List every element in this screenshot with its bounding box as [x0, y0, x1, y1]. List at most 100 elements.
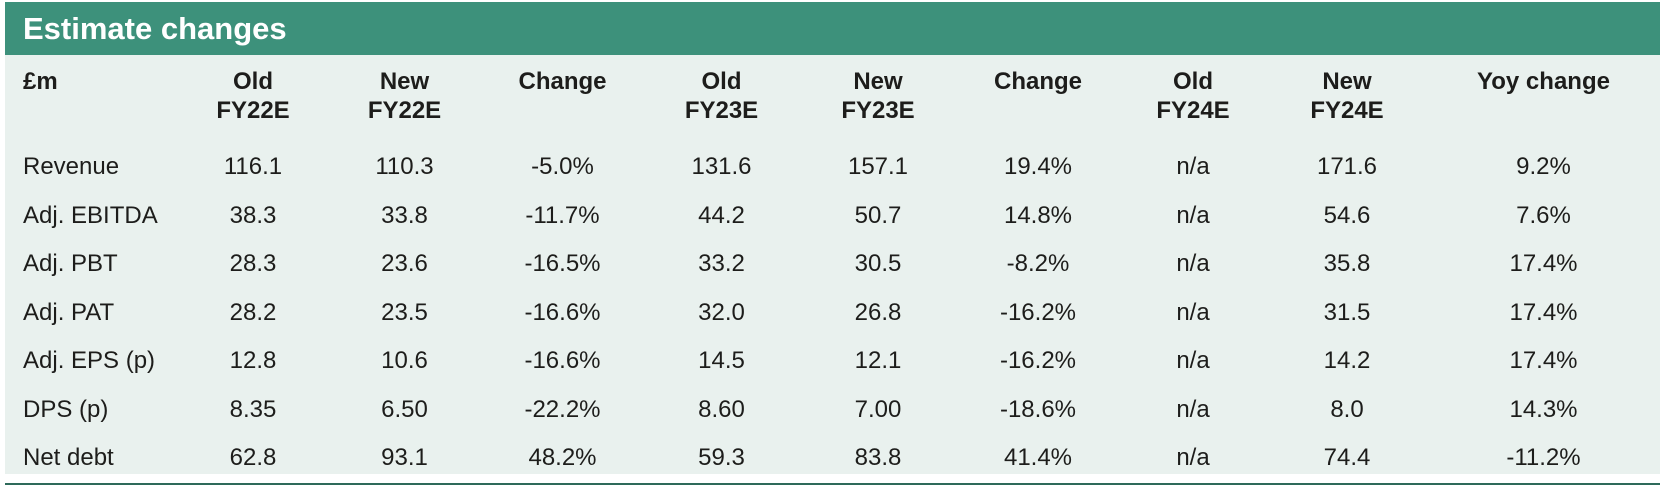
table-cell: 41.4%	[957, 434, 1119, 485]
table-row: DPS (p) 8.35 6.50 -22.2% 8.60 7.00 -18.6% n/a 8.…	[5, 386, 1660, 435]
table-cell: 17.4%	[1509, 347, 1578, 375]
row-label: Adj. PAT	[23, 298, 115, 326]
row-label: DPS (p)	[23, 395, 109, 423]
row-label: Adj. PBT	[23, 250, 118, 278]
table-cell: 17.4%	[1509, 298, 1578, 326]
column-header-line1: Change	[518, 68, 607, 95]
column-header-line1: Change	[993, 68, 1082, 95]
table-cell: 30.5	[854, 250, 902, 278]
table-cell: 23.5	[381, 298, 428, 326]
column-header: New FY23E	[799, 55, 957, 143]
table-cell: 83.8	[799, 434, 957, 485]
table-cell: 74.4	[1267, 434, 1427, 485]
table-cell: n/a	[1176, 395, 1210, 423]
table-cell: 110.3	[375, 153, 434, 181]
column-header: Yoy change	[1427, 55, 1660, 143]
table-row: Revenue 116.1 110.3 -5.0% 131.6 157.1 19.4% n/a…	[5, 143, 1660, 192]
table-cell: 12.8	[229, 347, 277, 375]
column-header-line1: New	[853, 68, 903, 95]
table-cell: 14.3%	[1509, 395, 1578, 423]
table-cell: 62.8	[178, 434, 328, 485]
table-cell: 12.1	[854, 347, 902, 375]
table-cell: n/a	[1176, 201, 1210, 229]
column-header: Old FY23E	[644, 55, 799, 143]
table-cell: 7.6%	[1516, 201, 1571, 229]
table-cell: 48.2%	[481, 434, 644, 485]
table-cell: 32.0	[698, 298, 745, 326]
table-cell: 26.8	[854, 298, 902, 326]
table-cell: n/a	[1176, 153, 1210, 181]
table-cell: 14.2	[1323, 347, 1371, 375]
table-cell: 54.6	[1323, 201, 1371, 229]
table-cell: -16.6%	[524, 298, 601, 326]
table-row: Adj. EPS (p) 12.8 10.6 -16.6% 14.5 12.1 -16.2%…	[5, 337, 1660, 386]
table-cell: -16.2%	[999, 347, 1077, 375]
table-row: Net debt 62.8 93.1 48.2% 59.3 83.8 41.4% n/a 74.…	[5, 434, 1660, 485]
column-header: Old FY24E	[1119, 55, 1267, 143]
table-cell: 44.2	[698, 201, 745, 229]
table-cell: -11.2%	[1427, 434, 1660, 485]
table-cell: -16.5%	[524, 250, 601, 278]
table-cell: 6.50	[381, 395, 428, 423]
table-cell: 10.6	[381, 347, 428, 375]
table-cell: n/a	[1119, 434, 1267, 485]
row-label: Revenue	[23, 153, 120, 181]
column-header: £m	[5, 55, 178, 143]
estimate-changes-table: £m Old FY22E New FY22E Change Old FY23E New FY23E…	[5, 55, 1660, 485]
table-cell: -16.6%	[524, 347, 601, 375]
table-cell: 33.8	[381, 201, 428, 229]
column-header-line1: Yoy change	[1477, 68, 1610, 95]
table-cell: n/a	[1176, 347, 1210, 375]
row-label: Adj. EBITDA	[23, 201, 158, 229]
table-cell: 59.3	[644, 434, 799, 485]
column-header-line2: FY24E	[1310, 97, 1384, 124]
table-cell: 14.5	[698, 347, 745, 375]
header-row: £m Old FY22E New FY22E Change Old FY23E New FY23E…	[5, 55, 1660, 143]
column-header-line1: Old	[233, 68, 273, 95]
column-header-line2: FY22E	[216, 97, 290, 124]
table-cell: -22.2%	[524, 395, 601, 423]
table-cell: n/a	[1176, 250, 1210, 278]
table-cell: 93.1	[328, 434, 481, 485]
table-cell: 171.6	[1316, 153, 1378, 181]
column-header-line1: New	[1322, 68, 1372, 95]
row-label: Adj. EPS (p)	[23, 347, 156, 375]
table-cell: 8.0	[1330, 395, 1364, 423]
column-header: Old FY22E	[178, 55, 328, 143]
table-cell: 9.2%	[1516, 153, 1571, 181]
column-header-line1: Old	[701, 68, 742, 95]
column-header: New FY22E	[328, 55, 481, 143]
table-cell: -8.2%	[1006, 250, 1070, 278]
table-cell: 116.1	[223, 153, 283, 181]
table-body: Revenue 116.1 110.3 -5.0% 131.6 157.1 19.4% n/a…	[5, 143, 1660, 485]
table-cell: -5.0%	[531, 153, 594, 181]
column-header: Change	[957, 55, 1119, 143]
table-title: Estimate changes	[5, 2, 1660, 55]
table-cell: -16.2%	[999, 298, 1077, 326]
table-cell: 23.6	[381, 250, 428, 278]
table-cell: 131.6	[691, 153, 752, 181]
table-cell: 28.2	[229, 298, 277, 326]
column-header: Change	[481, 55, 644, 143]
column-header-line1: New	[379, 68, 430, 95]
table-cell: -18.6%	[999, 395, 1077, 423]
table-cell: n/a	[1176, 298, 1210, 326]
column-header-line1: Old	[1173, 68, 1213, 95]
column-header-line2: FY24E	[1156, 97, 1230, 124]
column-header-line2: FY22E	[367, 97, 442, 124]
table-cell: 7.00	[854, 395, 902, 423]
table-cell: 17.4%	[1509, 250, 1578, 278]
table-cell: 19.4%	[1003, 153, 1073, 181]
column-header: New FY24E	[1267, 55, 1427, 143]
table-cell: -11.7%	[525, 201, 600, 229]
table-row: Adj. PBT 28.3 23.6 -16.5% 33.2 30.5 -8.2% n/a 35…	[5, 240, 1660, 289]
table-cell: 31.5	[1323, 298, 1371, 326]
table-row: Adj. PAT 28.2 23.5 -16.6% 32.0 26.8 -16.2% n/a 3…	[5, 289, 1660, 338]
table-cell: 33.2	[698, 250, 745, 278]
table-cell: 28.3	[229, 250, 277, 278]
table-cell: 157.1	[847, 153, 909, 181]
table-cell: 8.60	[698, 395, 745, 423]
column-header-line2: FY23E	[684, 97, 759, 124]
table-cell: 14.8%	[1003, 201, 1073, 229]
table-cell: 50.7	[854, 201, 902, 229]
